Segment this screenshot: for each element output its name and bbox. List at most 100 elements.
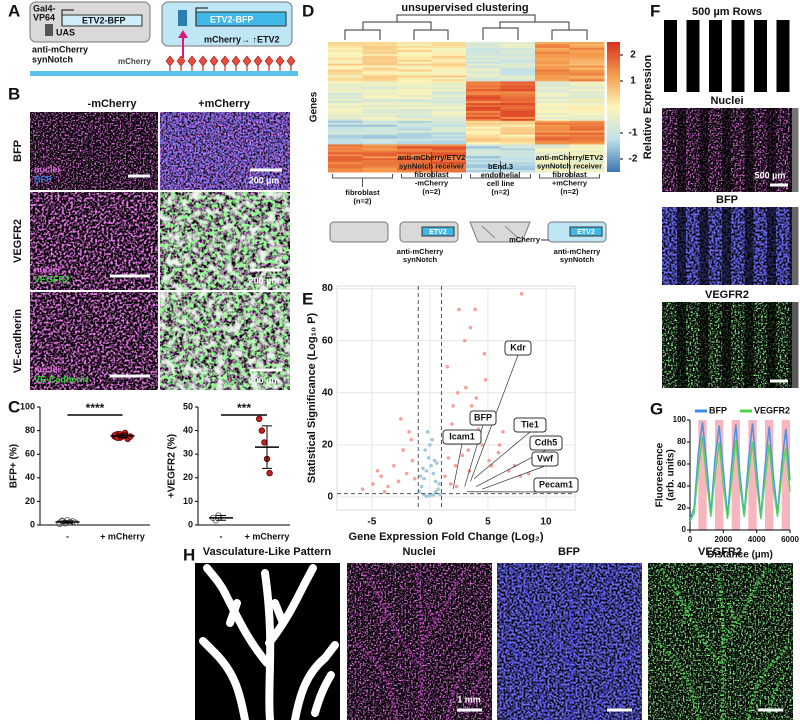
heatmap-cell [466,73,501,76]
pattern-stripe [686,20,700,92]
heatmap-cell [466,132,501,136]
heatmap-cell [431,118,467,122]
heatmap-cell [431,122,467,126]
heatmap-cell [328,128,363,132]
heatmap-cell [362,126,398,130]
data-point [466,448,470,452]
branch [365,651,399,721]
heatmap-cell [535,103,570,106]
label: anti-mCherry [397,247,445,256]
annotation-box [533,477,579,493]
data-point [436,487,440,491]
group-label: fibroblast [345,188,380,197]
label: ETV2-BFP [82,15,126,25]
heatmap-cell [535,120,570,124]
heatmap-cell [569,53,605,57]
heatmap-cell [500,110,536,114]
heatmap-cell [500,105,536,108]
stripe-shade [699,302,709,388]
heatmap-cell [535,130,570,134]
x-tick-label: 0 [688,535,693,544]
ligand [198,55,208,67]
heatmap-cell [397,142,432,145]
image-noise [160,192,290,290]
image-noise [347,563,492,720]
heatmap-cell [569,116,605,120]
heatmap-cell [569,83,605,86]
heatmap-cell [500,140,536,143]
branch [425,602,437,624]
heatmap-cell [466,142,501,145]
heatmap-cell [466,61,501,65]
heatmap-cell [362,146,398,149]
gene-box [569,226,603,237]
heatmap-cell [535,164,570,167]
ligand [242,55,252,67]
stripe-shade [722,302,731,388]
heatmap-cell [328,116,363,120]
data-point [386,484,390,489]
y-tick-label: 20 [322,440,334,451]
heatmap-cell [466,122,501,126]
data-point [422,476,426,481]
label: anti-mCherry [554,247,602,256]
y-tick-label: 30 [183,449,193,459]
label: 200 µm [249,175,280,185]
group-label: bEnd.3 [488,162,513,171]
heatmap-cell [397,130,432,134]
colorbar-tick-label: 1 [630,76,636,87]
x-tick-label: -5 [367,517,376,528]
heatmap-cell [466,79,501,82]
heatmap-cell [500,87,536,90]
heatmap-cell [362,116,398,120]
heatmap-cell [431,45,467,49]
heatmap-cell [569,105,605,108]
heatmap-cell [328,140,363,143]
heatmap-cell [328,71,363,75]
colorbar [607,42,620,172]
data-point [409,437,414,442]
heatmap-cell [535,116,570,120]
label: +mCherry [198,98,251,110]
y-tick-label: 20 [183,472,193,482]
branch [565,572,574,721]
heatmap-cell [431,63,467,67]
heatmap-cell [500,49,536,53]
data-point [258,427,265,434]
heatmap-cell [328,142,363,145]
heatmap-cell [431,116,467,120]
heatmap-cell [466,63,501,67]
heatmap-cell [535,166,570,169]
image-noise [30,192,158,290]
heatmap-cell [328,63,363,67]
heatmap-cell [328,114,363,118]
y-tick-label: 0 [30,519,35,529]
heatmap-cell [397,85,432,88]
heatmap-cell [431,81,467,84]
heatmap-cell [535,75,570,78]
data-point [438,492,443,497]
heatmap-cell [500,146,536,149]
group-label: anti-mCherry/ETV2 [536,153,604,162]
data-point [392,463,396,468]
label: BFP [12,140,24,162]
heatmap-cell [569,150,605,153]
group-label: -mCherry [415,178,449,187]
heatmap-cell [397,168,432,171]
heatmap-cell [535,144,570,147]
heatmap-cell [466,45,501,49]
heatmap-cell [397,63,432,67]
ligand [165,55,175,67]
branch [415,572,424,721]
annotation-box [469,410,497,426]
heatmap-cell [569,122,605,126]
heatmap-cell [328,124,363,128]
group-label: (n=2) [491,187,510,196]
annotation: BFP [474,412,492,422]
colorbar-tick-label: 2 [630,50,636,61]
highlight-band [715,420,724,530]
heatmap-cell [535,152,570,155]
heatmap-cell [535,79,570,82]
heatmap-cell [397,158,432,161]
heatmap-cell [397,105,432,108]
